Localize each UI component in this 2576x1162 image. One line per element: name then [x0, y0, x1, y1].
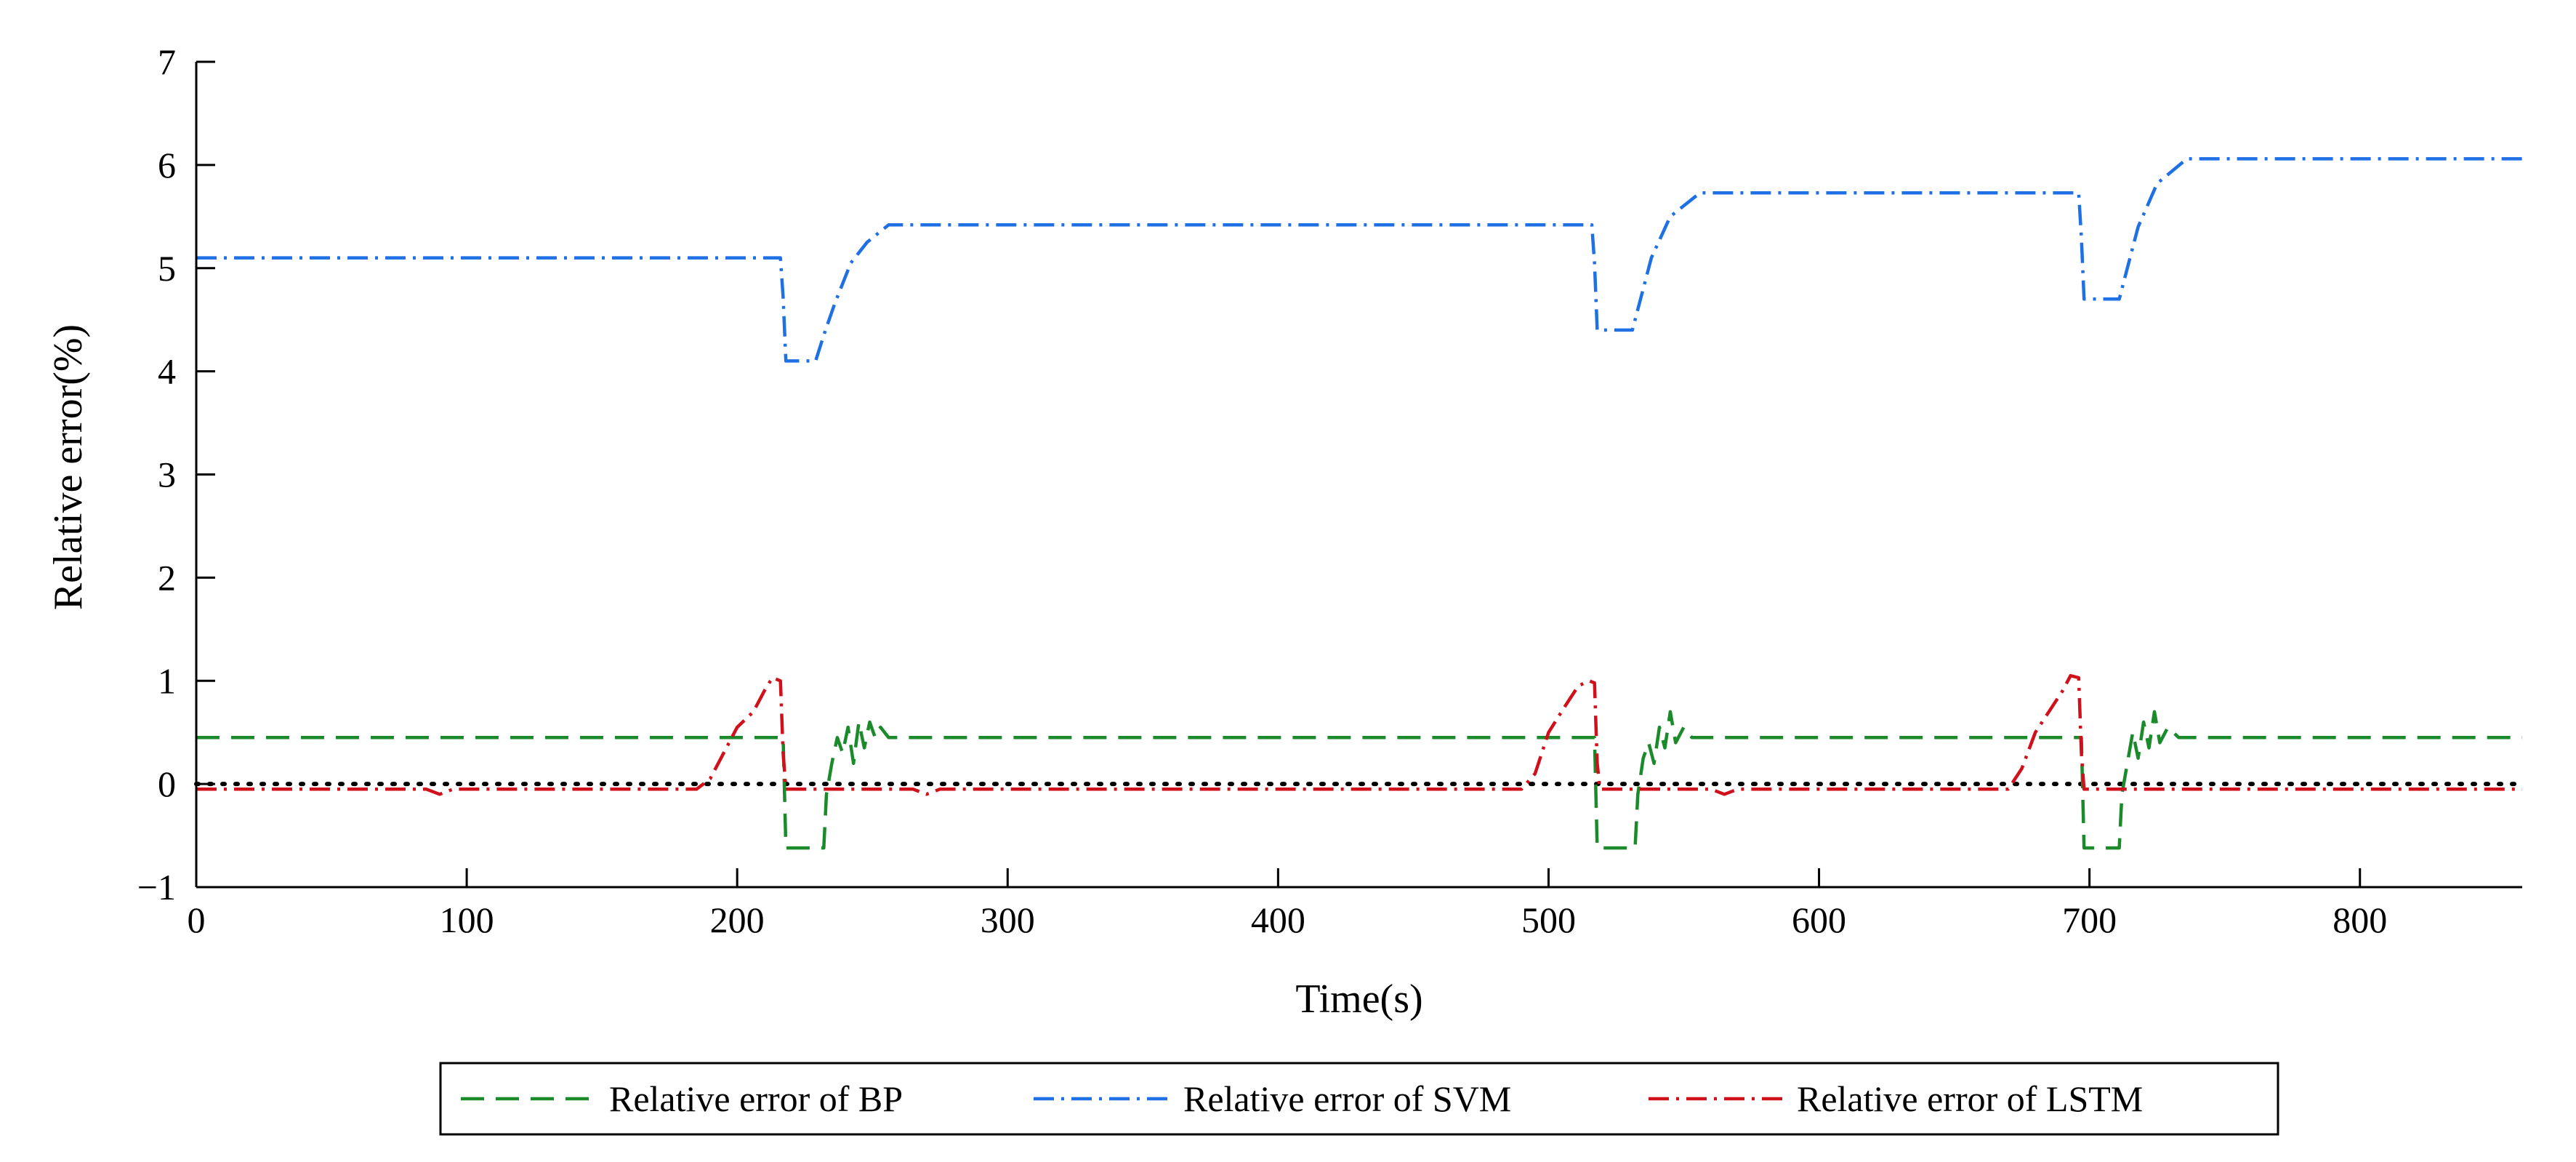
x-tick-label: 600: [1792, 899, 1846, 940]
series-layer: [194, 157, 2524, 850]
axes: 0 100 200 300 400 500 600 700 800 −1 0 1 2 3 4 5 6 7: [137, 41, 2522, 940]
x-tick-label: 700: [2062, 899, 2117, 940]
svm-error-line: [196, 157, 2522, 363]
legend-label-bp: Relative error of BP: [609, 1078, 903, 1119]
legend: Relative error of BP Relative error of S…: [439, 1062, 2279, 1136]
x-tick-label: 0: [188, 899, 206, 940]
y-tick-label: 7: [158, 41, 176, 82]
x-tick-label: 400: [1251, 899, 1305, 940]
x-tick-label: 500: [1521, 899, 1576, 940]
y-tick-label: −1: [137, 867, 176, 907]
x-tick-label: 100: [440, 899, 494, 940]
y-tick-label: 2: [158, 557, 176, 598]
y-tick-label: 1: [158, 660, 176, 701]
y-tick-label: 6: [158, 145, 176, 185]
x-tick-label: 200: [710, 899, 765, 940]
y-tick-label: 3: [158, 454, 176, 495]
legend-label-lstm: Relative error of LSTM: [1797, 1078, 2143, 1119]
y-tick-label: 4: [158, 351, 176, 392]
lstm-error-line: [196, 673, 2522, 796]
bp-error-line: [196, 710, 2522, 850]
legend-label-svm: Relative error of SVM: [1183, 1078, 1511, 1119]
x-tick-label: 800: [2333, 899, 2387, 940]
y-axis-title: Relative error(%): [46, 324, 91, 610]
legend-box: [439, 1062, 2279, 1136]
y-ticks: −1 0 1 2 3 4 5 6 7: [137, 41, 215, 907]
y-tick-label: 0: [158, 764, 176, 804]
y-tick-label: 5: [158, 248, 176, 289]
x-ticks: 0 100 200 300 400 500 600 700 800: [188, 868, 2387, 940]
x-axis-title: Time(s): [1295, 977, 1422, 1022]
x-tick-label: 300: [981, 899, 1035, 940]
